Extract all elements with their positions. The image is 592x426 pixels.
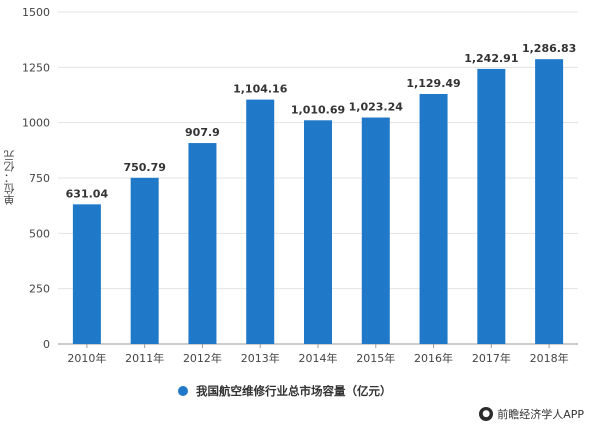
data-label: 1,023.24 (349, 101, 404, 114)
x-tick-label: 2010年 (67, 351, 106, 365)
wechat-icon: ● (479, 407, 494, 421)
y-tick-label: 1500 (22, 6, 50, 19)
bar (477, 68, 506, 344)
data-label: 750.79 (123, 161, 165, 174)
credit-text: 前瞻经济学人APP (497, 408, 584, 421)
x-tick-label: 2017年 (472, 351, 511, 365)
data-label: 1,129.49 (406, 77, 460, 90)
x-tick-label: 2011年 (125, 351, 164, 365)
x-tick-label: 2016年 (414, 351, 453, 365)
y-tick-label: 500 (29, 227, 50, 240)
bar (130, 177, 159, 344)
y-tick-label: 750 (29, 172, 50, 185)
x-tick-label: 2013年 (241, 351, 280, 365)
bar (188, 143, 217, 344)
x-tick-label: 2014年 (299, 351, 338, 365)
bar (419, 94, 448, 344)
data-label: 631.04 (66, 187, 109, 200)
y-tick-label: 0 (43, 338, 50, 351)
bar (535, 59, 564, 344)
data-label: 1,286.83 (522, 42, 576, 55)
data-label: 1,242.91 (464, 52, 518, 65)
y-axis-label: 单位：亿元 (3, 150, 16, 205)
bar (72, 204, 101, 344)
bar (246, 99, 275, 345)
x-tick-label: 2015年 (356, 351, 395, 365)
bar (304, 120, 332, 344)
x-tick-label: 2012年 (183, 351, 222, 365)
y-tick-label: 250 (29, 283, 50, 296)
x-tick-label: 2018年 (530, 351, 569, 365)
legend-label: 我国航空维修行业总市场容量（亿元） (196, 384, 392, 398)
data-label: 907.9 (185, 126, 220, 139)
y-tick-label: 1000 (22, 117, 50, 130)
legend-marker (178, 386, 188, 396)
legend: 我国航空维修行业总市场容量（亿元） (178, 383, 392, 399)
bar (361, 117, 390, 344)
data-label: 1,010.69 (291, 103, 345, 116)
y-tick-label: 1250 (22, 61, 50, 74)
data-label: 1,104.16 (233, 83, 288, 96)
credit: ● 前瞻经济学人APP (479, 406, 584, 422)
